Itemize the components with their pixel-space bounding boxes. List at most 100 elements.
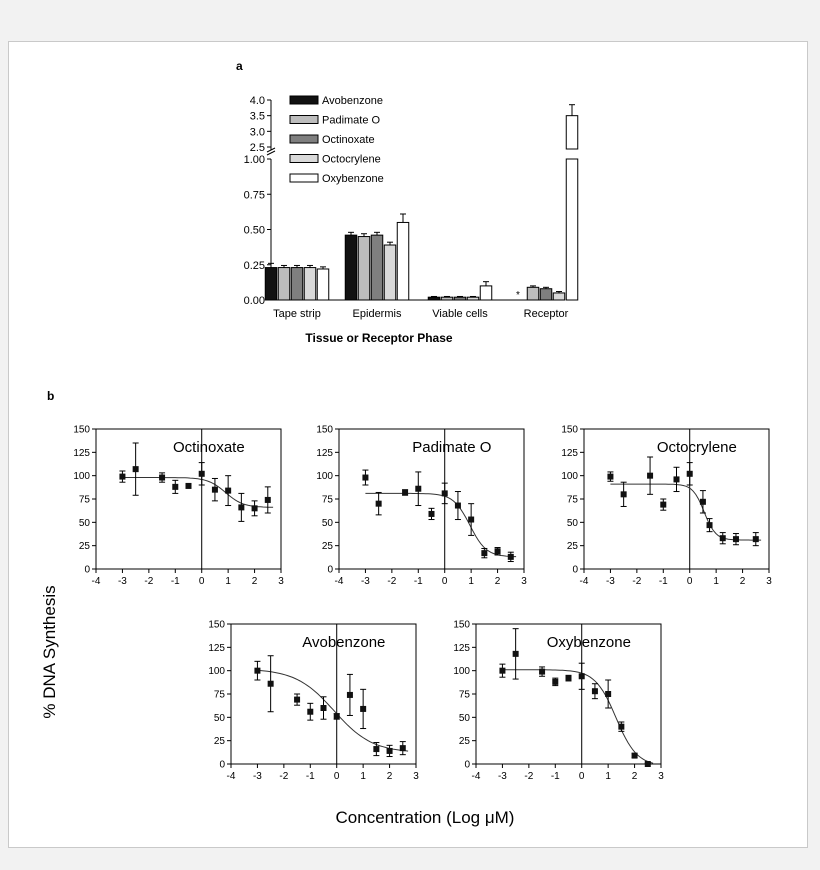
x-tick-label: 3 <box>521 576 527 587</box>
x-tick-label: 3 <box>278 576 284 587</box>
y-tick-label: 0 <box>464 760 470 771</box>
data-point <box>686 470 693 477</box>
x-tick-label: -1 <box>306 771 315 782</box>
data-point <box>399 745 406 752</box>
fit-curve <box>122 477 274 508</box>
y-tick-label: 150 <box>73 425 90 436</box>
y-tick-label: 100 <box>316 471 333 482</box>
bar <box>396 221 410 301</box>
data-point <box>402 489 409 496</box>
x-tick-label: -3 <box>498 771 507 782</box>
x-tick-label: -2 <box>632 576 641 587</box>
data-point <box>620 491 627 498</box>
legend-label: Octinoxate <box>322 134 375 146</box>
y-tick-label: 0 <box>219 760 225 771</box>
y-tick-label: 2.5 <box>250 142 265 154</box>
bar <box>357 236 371 301</box>
x-tick-label: -3 <box>253 771 262 782</box>
legend-label: Avobenzone <box>322 95 383 107</box>
bar <box>427 296 441 301</box>
subplot-avobenzone: 0 25 50 75 100 125 150 -4 -3 -2 -1 0 1 2 3 Avobenzone <box>208 620 419 783</box>
y-tick-label: 75 <box>459 690 471 701</box>
y-tick-label: 75 <box>79 495 91 506</box>
y-tick-label: 25 <box>459 736 471 747</box>
x-tick-label: -4 <box>580 576 589 587</box>
panel-b-xlabel: Concentration (Log μM) <box>336 808 515 827</box>
panel-a-bar-chart: 0.00 0.25 0.50 0.75 1.002.5 3.0 3.5 4.0 Tape str… <box>244 95 579 320</box>
x-tick-label: 2 <box>387 771 393 782</box>
x-category-label: Tape strip <box>273 308 321 320</box>
data-point <box>454 502 461 509</box>
data-point <box>481 550 488 557</box>
bar <box>440 296 454 301</box>
data-point <box>499 667 506 674</box>
x-tick-label: 0 <box>442 576 448 587</box>
fit-curve <box>502 669 654 764</box>
bar <box>466 296 480 301</box>
y-tick-label: 50 <box>79 518 91 529</box>
data-point <box>373 746 380 753</box>
data-point <box>752 536 759 543</box>
x-tick-label: -1 <box>414 576 423 587</box>
x-tick-label: -1 <box>659 576 668 587</box>
data-point <box>647 472 654 479</box>
data-point <box>307 708 314 715</box>
data-point <box>132 466 139 473</box>
y-tick-label: 150 <box>453 620 470 631</box>
legend-label: Padimate O <box>322 115 381 127</box>
x-tick-label: 0 <box>579 771 585 782</box>
x-tick-label: 0 <box>199 576 205 587</box>
x-tick-label: 1 <box>360 771 366 782</box>
bar <box>290 267 304 301</box>
subplot-title: Padimate O <box>412 439 491 456</box>
x-tick-label: 1 <box>468 576 474 587</box>
y-tick-label: 75 <box>567 495 579 506</box>
bar <box>526 286 540 301</box>
y-tick-label: 0.75 <box>244 189 265 201</box>
subplot-title: Octinoxate <box>173 439 245 456</box>
x-tick-label: -4 <box>227 771 236 782</box>
y-tick-label: 100 <box>453 666 470 677</box>
y-tick-label: 3.5 <box>250 111 265 123</box>
x-tick-label: 3 <box>658 771 664 782</box>
data-point <box>362 474 369 481</box>
data-point <box>507 553 514 560</box>
y-tick-label: 150 <box>561 425 578 436</box>
legend-swatch <box>289 95 319 105</box>
y-tick-label: 4.0 <box>250 95 265 107</box>
y-tick-label: 25 <box>567 541 579 552</box>
data-point <box>428 510 435 517</box>
x-tick-label: -3 <box>606 576 615 587</box>
panel-b-letter: b <box>47 389 54 403</box>
x-tick-label: -4 <box>335 576 344 587</box>
subplot-title: Avobenzone <box>302 634 385 651</box>
x-tick-label: -3 <box>361 576 370 587</box>
subplot-octocrylene: 0 25 50 75 100 125 150 -4 -3 -2 -1 0 1 2 3 Octocrylene <box>561 425 772 588</box>
y-tick-label: 100 <box>73 471 90 482</box>
data-point <box>565 675 572 682</box>
data-point <box>415 485 422 492</box>
data-point <box>605 691 612 697</box>
data-point <box>618 723 625 730</box>
x-tick-label: 1 <box>713 576 719 587</box>
x-tick-label: -2 <box>524 771 533 782</box>
data-point <box>494 548 501 555</box>
x-tick-label: -4 <box>472 771 481 782</box>
bar <box>264 267 278 301</box>
data-point <box>267 680 274 687</box>
legend-swatch <box>289 173 319 183</box>
data-point <box>375 500 382 507</box>
bar <box>565 158 579 301</box>
y-tick-label: 125 <box>453 643 470 654</box>
axis-break-mark <box>266 150 276 156</box>
subplot-title: Octocrylene <box>657 439 737 456</box>
subplot-padimate-o: 0 25 50 75 100 125 150 -4 -3 -2 -1 0 1 2 3 Padimate O <box>316 425 527 588</box>
legend-swatch <box>289 115 319 124</box>
panel-a-xlabel: Tissue or Receptor Phase <box>305 331 452 345</box>
bar <box>539 288 553 301</box>
x-tick-label: -2 <box>144 576 153 587</box>
bar <box>303 267 317 301</box>
legend-label: Oxybenzone <box>322 173 384 185</box>
data-point <box>211 486 218 493</box>
data-point <box>539 668 546 675</box>
